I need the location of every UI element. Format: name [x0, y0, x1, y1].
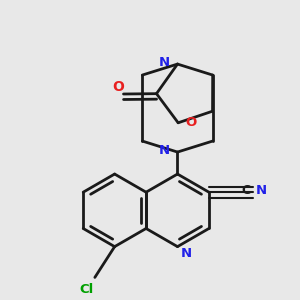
Text: O: O [186, 116, 197, 129]
Text: N: N [159, 144, 170, 157]
Text: O: O [112, 80, 124, 94]
Text: C: C [242, 184, 251, 197]
Text: N: N [256, 184, 267, 197]
Text: N: N [159, 56, 170, 69]
Text: Cl: Cl [79, 284, 93, 296]
Text: N: N [181, 247, 192, 260]
